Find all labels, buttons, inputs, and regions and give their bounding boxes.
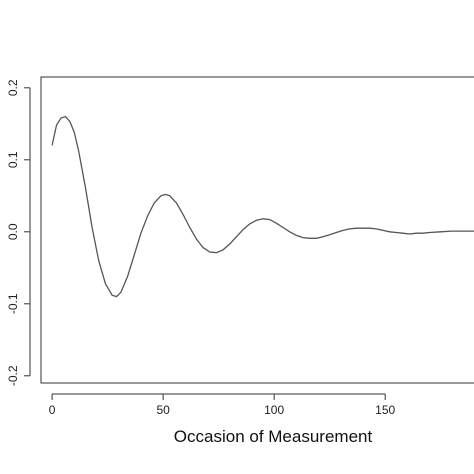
x-axis-title: Occasion of Measurement (174, 427, 373, 446)
y-axis: -0.2 -0.1 0.0 0.1 0.2 (6, 79, 31, 386)
x-tick-label: 100 (264, 403, 284, 417)
x-axis: 0 50 100 150 (49, 393, 396, 417)
x-tick-label: 0 (49, 403, 56, 417)
y-tick-label: -0.2 (6, 365, 20, 386)
plot-frame (40, 76, 474, 384)
series-line (51, 115, 474, 298)
x-tick-label: 50 (156, 403, 170, 417)
y-tick-label: 0.0 (6, 223, 20, 240)
y-tick-label: -0.1 (6, 293, 20, 314)
y-tick-label: 0.1 (6, 151, 20, 168)
y-tick-label: 0.2 (6, 79, 20, 96)
x-tick-label: 150 (375, 403, 395, 417)
